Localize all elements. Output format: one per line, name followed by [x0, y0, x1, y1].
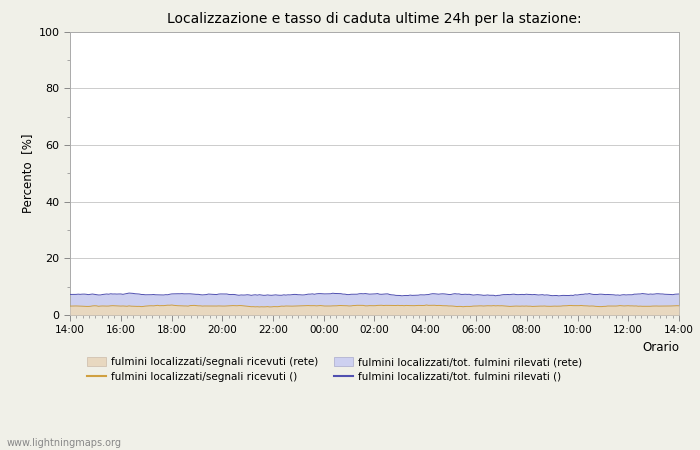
Text: Orario: Orario	[642, 341, 679, 354]
Title: Localizzazione e tasso di caduta ultime 24h per la stazione:: Localizzazione e tasso di caduta ultime …	[167, 12, 582, 26]
Legend: fulmini localizzati/segnali ricevuti (rete), fulmini localizzati/segnali ricevut: fulmini localizzati/segnali ricevuti (re…	[88, 357, 582, 382]
Text: www.lightningmaps.org: www.lightningmaps.org	[7, 437, 122, 447]
Y-axis label: Percento  [%]: Percento [%]	[22, 134, 34, 213]
